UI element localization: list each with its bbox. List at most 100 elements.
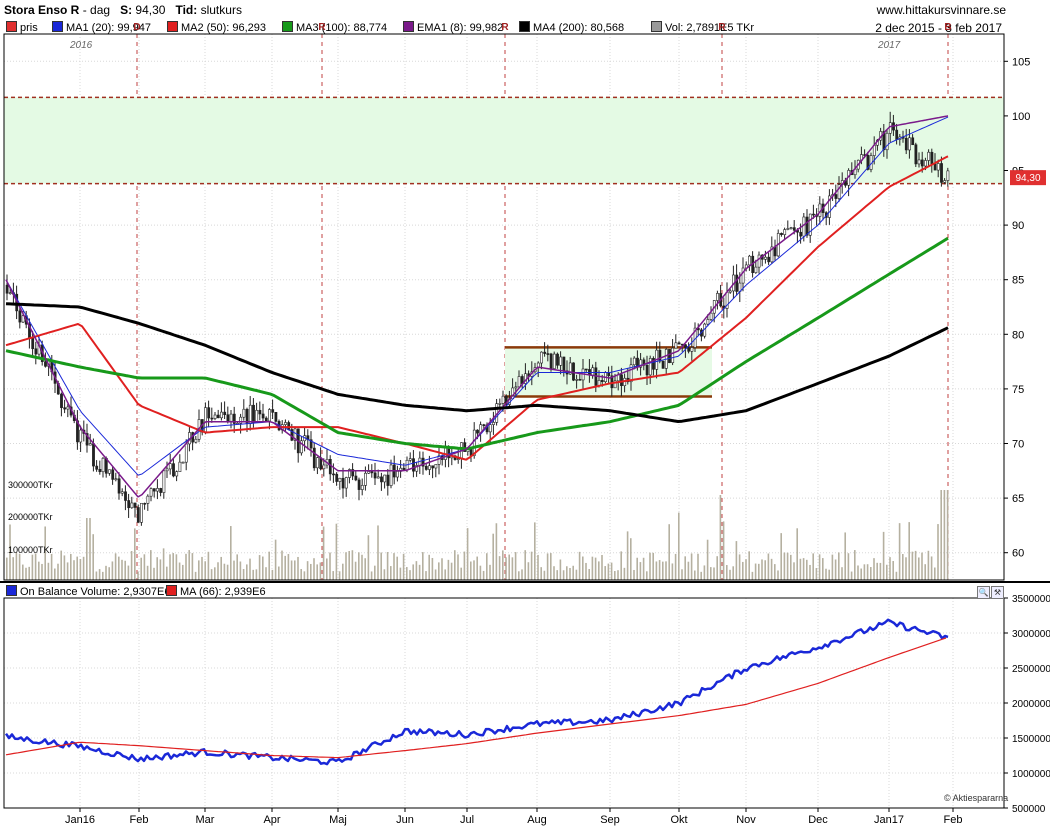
volume-bar — [354, 561, 357, 580]
volume-bar — [41, 563, 43, 580]
volume-bar — [239, 561, 242, 580]
volume-bar — [463, 551, 466, 580]
candle-body — [805, 216, 809, 236]
volume-bar — [854, 550, 856, 580]
volume-bar — [28, 566, 30, 580]
volume-bar — [370, 571, 373, 580]
volume-bar — [879, 562, 882, 580]
volume-bar — [498, 556, 501, 580]
volume-bar — [345, 552, 347, 580]
volume-bar — [604, 566, 606, 580]
volume-bar — [140, 557, 142, 580]
volume-bar — [348, 551, 350, 580]
candle-body — [812, 213, 815, 216]
candle-body — [258, 409, 262, 415]
legend-item: pris — [6, 21, 38, 34]
candle-body — [482, 424, 486, 426]
volume-bar — [367, 535, 370, 580]
candle-body — [348, 469, 351, 478]
legend-label: MA4 (200): 80,568 — [533, 22, 625, 34]
candle-body — [930, 151, 934, 165]
x-tick-label: Nov — [736, 814, 756, 826]
volume-bar — [575, 569, 578, 580]
series-line-ma3-100 — [5, 236, 949, 451]
volume-bar — [495, 523, 498, 580]
legend-item: EMA1 (8): 99,982 — [403, 21, 503, 34]
candle-body — [92, 443, 95, 467]
volume-bar — [15, 552, 18, 580]
volume-bar — [687, 561, 690, 580]
volume-bar — [82, 556, 85, 580]
candle-body — [773, 246, 777, 257]
volume-bar — [306, 561, 309, 580]
candle-body — [95, 465, 99, 470]
volume-bar — [655, 561, 658, 580]
candle-body — [946, 170, 950, 181]
legend-item: MA (66): 2,939E6 — [166, 585, 266, 598]
volume-bar — [892, 561, 894, 580]
volume-bar — [201, 556, 203, 580]
volume-bar — [662, 561, 664, 580]
candle-body — [421, 457, 425, 467]
volume-bar — [57, 563, 59, 580]
candle-body — [562, 356, 566, 372]
candle-body — [354, 475, 358, 481]
y-tick-label: 80 — [1012, 329, 1024, 341]
volume-bar — [902, 554, 904, 580]
candle-body — [572, 362, 575, 381]
y-tick-label: 90 — [1012, 220, 1024, 232]
volume-bar — [130, 551, 133, 580]
volume-bar — [316, 564, 318, 580]
volume-bar — [674, 553, 677, 580]
volume-bar — [911, 551, 914, 580]
volume-bar — [220, 556, 222, 580]
volume-bar — [946, 490, 949, 580]
volume-bar — [671, 563, 674, 580]
candle-body — [322, 464, 326, 470]
volume-bar — [393, 553, 395, 580]
candle-body — [629, 364, 633, 383]
candle-body — [492, 422, 495, 425]
volume-bar — [252, 569, 254, 580]
candle-body — [885, 132, 889, 151]
zoom-icon[interactable]: 🔍 — [977, 586, 990, 599]
volume-bar — [230, 526, 232, 580]
volume-bar — [73, 560, 75, 580]
site-link[interactable]: www.hittakursvinnare.se — [876, 3, 1006, 17]
volume-bar — [38, 561, 40, 580]
volume-tick-label: 100000TKr — [8, 545, 53, 555]
volume-bar — [786, 552, 789, 580]
volume-bar — [476, 556, 478, 580]
candle-body — [834, 194, 838, 199]
y-tick-label: 60 — [1012, 548, 1024, 560]
candle-body — [802, 216, 806, 237]
candle-body — [501, 395, 505, 404]
candle-body — [383, 474, 387, 483]
candle-body — [908, 137, 911, 151]
event-marker-label: R — [718, 22, 726, 33]
volume-bar — [377, 525, 379, 580]
volume-bar — [409, 570, 411, 580]
volume-bar — [742, 561, 744, 580]
event-marker-label: R — [501, 22, 509, 33]
volume-bar — [358, 552, 360, 580]
volume-bar — [918, 557, 920, 580]
series-line-obv-ma — [5, 637, 947, 759]
volume-bar — [489, 564, 491, 580]
candle-body — [373, 472, 377, 479]
volume-bar — [514, 552, 517, 580]
candle-body — [175, 471, 179, 477]
candle-body — [476, 429, 479, 434]
volume-bar — [54, 568, 56, 580]
candle-body — [716, 293, 719, 301]
settings-icon[interactable]: ⚒ — [991, 586, 1004, 599]
price-badge-label: 94,30 — [1015, 173, 1040, 184]
candle-body — [757, 254, 761, 268]
volume-bar — [166, 566, 168, 580]
candle-body — [364, 472, 367, 486]
volume-bar — [406, 567, 408, 580]
volume-bar — [63, 555, 66, 580]
event-marker-label: D — [133, 22, 140, 33]
candle-body — [568, 362, 572, 375]
volume-bar — [361, 554, 363, 580]
